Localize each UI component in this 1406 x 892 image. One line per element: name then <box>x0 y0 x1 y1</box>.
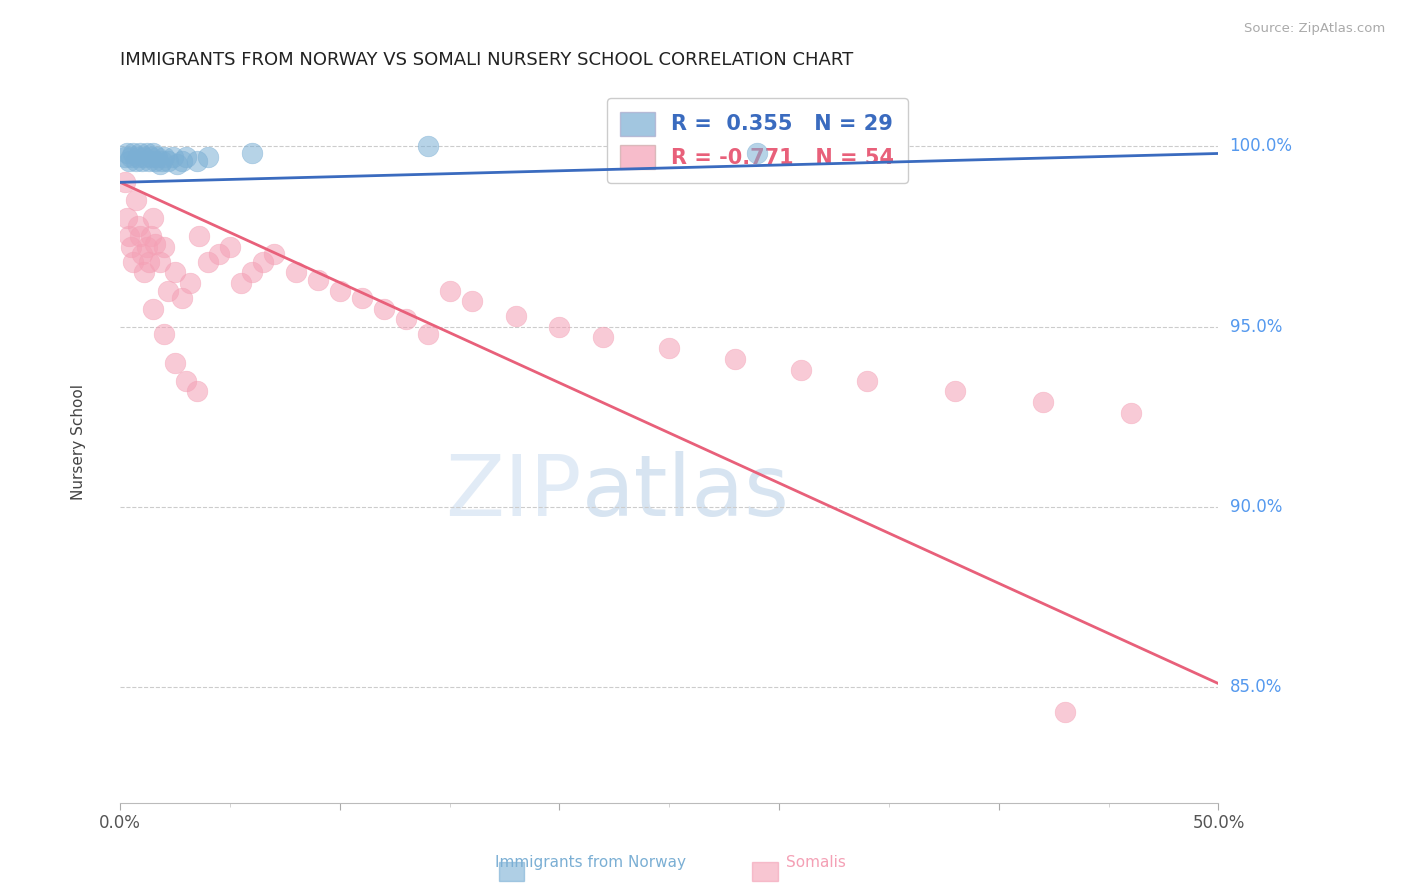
Point <box>120 240 142 254</box>
Point <box>139 229 162 244</box>
Point <box>115 146 138 161</box>
Point <box>149 157 172 171</box>
Point <box>124 153 146 168</box>
Text: 95.0%: 95.0% <box>1230 318 1282 335</box>
Point <box>174 374 197 388</box>
Point <box>208 247 231 261</box>
Point <box>134 150 156 164</box>
Point <box>143 236 166 251</box>
Point <box>197 254 219 268</box>
Point <box>307 273 329 287</box>
Point <box>1119 406 1142 420</box>
Text: atlas: atlas <box>582 451 789 534</box>
Point <box>138 254 160 268</box>
Point <box>134 265 156 279</box>
Point <box>1032 395 1054 409</box>
Point <box>157 284 180 298</box>
Point <box>240 146 263 161</box>
Point <box>129 146 152 161</box>
Point <box>122 146 145 161</box>
Text: IMMIGRANTS FROM NORWAY VS SOMALI NURSERY SCHOOL CORRELATION CHART: IMMIGRANTS FROM NORWAY VS SOMALI NURSERY… <box>120 51 853 69</box>
Point <box>114 150 136 164</box>
Point <box>157 153 180 168</box>
Point <box>118 229 141 244</box>
Point <box>219 240 242 254</box>
Point <box>373 301 395 316</box>
Point <box>186 153 208 168</box>
Point <box>350 291 373 305</box>
Point <box>263 247 285 261</box>
Point <box>284 265 307 279</box>
Point <box>149 254 172 268</box>
Point <box>142 301 165 316</box>
Point <box>658 341 681 355</box>
Point <box>166 157 188 171</box>
Point <box>146 150 169 164</box>
Point <box>131 153 153 168</box>
Text: 85.0%: 85.0% <box>1230 678 1282 696</box>
Point <box>165 356 187 370</box>
Point <box>856 374 879 388</box>
Text: 100.0%: 100.0% <box>1230 137 1292 155</box>
Point <box>142 211 165 226</box>
Point <box>197 150 219 164</box>
Point <box>127 219 149 233</box>
Point <box>1053 706 1076 720</box>
Point <box>240 265 263 279</box>
Point <box>170 153 193 168</box>
Point <box>143 153 166 168</box>
Point <box>165 265 187 279</box>
Point <box>124 194 146 208</box>
Point <box>439 284 461 298</box>
Point <box>416 326 439 341</box>
Point <box>153 150 176 164</box>
Point <box>179 277 201 291</box>
Point <box>120 150 142 164</box>
Text: ZIP: ZIP <box>444 451 582 534</box>
Point <box>150 153 173 168</box>
Point <box>153 240 176 254</box>
Point <box>188 229 211 244</box>
Point <box>943 384 966 399</box>
Point <box>142 146 165 161</box>
Text: Source: ZipAtlas.com: Source: ZipAtlas.com <box>1244 22 1385 36</box>
Point <box>118 153 141 168</box>
Point <box>135 146 157 161</box>
Point <box>122 254 145 268</box>
Point <box>790 363 813 377</box>
Point <box>138 153 160 168</box>
Point <box>153 326 176 341</box>
Point <box>115 211 138 226</box>
Text: Somalis: Somalis <box>786 855 845 870</box>
Point <box>162 150 184 164</box>
Text: Nursery School: Nursery School <box>70 384 86 500</box>
Point <box>724 351 747 366</box>
Point <box>131 247 153 261</box>
Point <box>416 139 439 153</box>
Point <box>592 330 614 344</box>
Legend: R =  0.355   N = 29, R = -0.771   N = 54: R = 0.355 N = 29, R = -0.771 N = 54 <box>607 98 907 183</box>
Point <box>170 291 193 305</box>
Point <box>139 150 162 164</box>
Point <box>114 175 136 189</box>
Point <box>186 384 208 399</box>
Point <box>548 319 571 334</box>
Text: Immigrants from Norway: Immigrants from Norway <box>495 855 686 870</box>
Point <box>460 294 482 309</box>
Point <box>329 284 352 298</box>
Point <box>174 150 197 164</box>
Point <box>129 229 152 244</box>
Point <box>229 277 252 291</box>
Text: 90.0%: 90.0% <box>1230 498 1282 516</box>
Point <box>127 150 149 164</box>
Point <box>747 146 769 161</box>
Point <box>252 254 274 268</box>
Point <box>395 312 418 326</box>
Point <box>135 240 157 254</box>
Point <box>505 309 527 323</box>
